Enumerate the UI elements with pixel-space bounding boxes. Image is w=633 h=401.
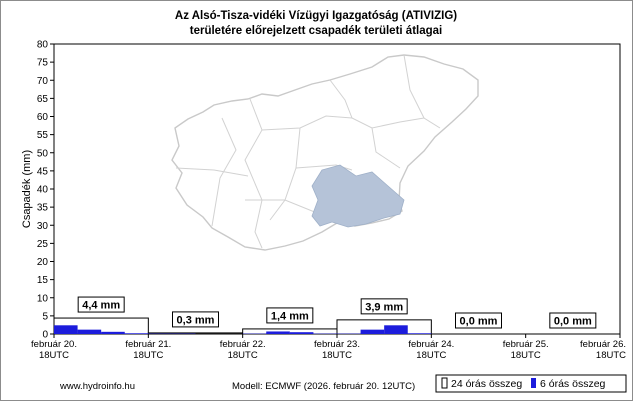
data-label-box [77,296,125,313]
source-text: www.hydroinfo.hu [59,381,135,392]
data-label: 0,0 mm [460,316,498,328]
y-tick-label: 0 [42,330,48,341]
chart-title: Az Alsó-Tisza-vidéki Vízügyi Igazgatóság… [175,10,457,22]
bar-6h [77,329,102,334]
y-tick-label: 45 [37,166,49,177]
x-tick-label-time: 18UTC [596,350,626,361]
y-axis: 0 5 10 15 20 25 30 35 40 45 50 55 60 65 70 75 80 [37,40,54,341]
x-tick-label-date: február 20. [31,339,77,350]
y-tick-label: 20 [37,257,49,268]
data-label: 4,4 mm [82,300,120,312]
data-label-box [360,298,408,315]
x-tick-label-date: február 23. [314,339,360,350]
legend-label-24h: 24 órás összeg [451,378,522,390]
data-label: 0,3 mm [177,314,215,326]
x-tick-label-date: február 25. [503,339,549,350]
y-tick-label: 50 [37,148,49,159]
bar-6h [54,325,78,334]
y-tick-label: 25 [37,239,49,250]
y-tick-label: 40 [37,185,49,196]
legend-label-6h: 6 órás összeg [540,378,606,390]
y-tick-label: 35 [37,203,49,214]
data-label: 1,4 mm [271,310,309,322]
x-tick-label-time: 18UTC [322,350,352,361]
x-tick-label-time: 18UTC [416,350,446,361]
data-label: 3,9 mm [365,301,403,313]
legend-swatch-6h [531,378,536,388]
hungary-map [171,54,479,251]
data-labels: 4,4 mm 0,3 mm 1,4 mm 3,9 mm 0,0 mm 0,0 mm [77,296,597,329]
series-6h [54,325,432,334]
y-axis-label: Csapadék (mm) [21,150,33,228]
country-outline [171,54,479,251]
legend-swatch-24h [441,377,448,389]
data-label-box [455,312,502,329]
x-tick-label-time: 18UTC [228,350,258,361]
x-tick-label-date: február 22. [220,339,266,350]
legend: 24 órás összeg 6 órás összeg [435,374,627,393]
model-text: Modell: ECMWF (2026. február 20. 12UTC) [232,381,415,392]
bar-6h [360,329,385,334]
bar-6h [407,333,432,334]
y-tick-label: 80 [37,40,49,51]
data-label-box [266,307,314,324]
ativizig-region [311,164,405,228]
y-tick-label: 10 [37,293,49,304]
x-tick-label-date: február 26. [580,339,626,350]
y-tick-label: 15 [37,275,49,286]
y-tick-label: 5 [42,311,48,322]
data-label: 0,0 mm [554,316,592,328]
bar-6h [101,331,125,334]
x-tick-label-date: február 24. [408,339,454,350]
y-tick-label: 70 [37,76,49,87]
bar-6h [266,331,290,334]
y-tick-label: 55 [37,130,49,141]
data-label-box [172,311,219,328]
x-tick-label-time: 18UTC [133,350,163,361]
y-tick-label: 75 [37,58,49,69]
x-tick-label-time: 18UTC [511,350,541,361]
bar-6h [124,333,149,334]
x-tick-label-time: 18UTC [39,350,69,361]
x-tick-label-date: február 21. [125,339,171,350]
y-tick-label: 65 [37,94,49,105]
data-label-box [549,312,597,329]
y-tick-label: 60 [37,112,49,123]
bar-6h [289,332,314,334]
chart-subtitle: területére előrejelzett csapadék terület… [190,25,442,37]
bar-6h [384,325,408,334]
y-tick-label: 30 [37,221,49,232]
